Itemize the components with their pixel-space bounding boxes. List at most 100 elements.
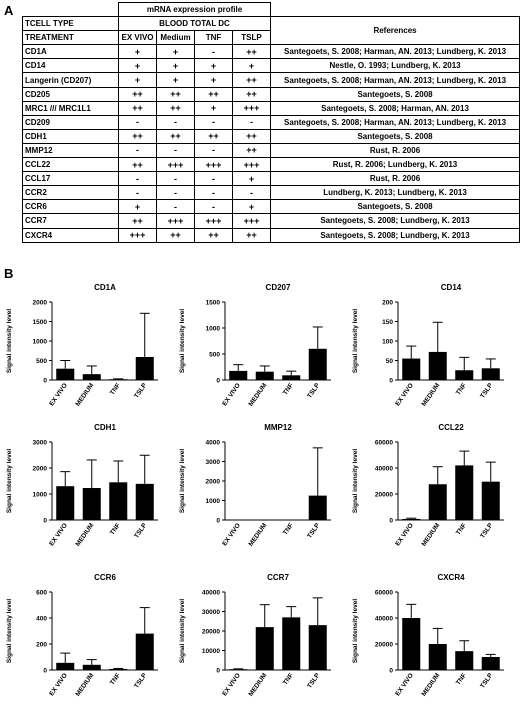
expression-level-cell: ++ [231, 44, 272, 60]
x-tick-label: TSLP [479, 382, 495, 400]
expression-level-cell: - [118, 114, 157, 130]
expression-level-cell: - [194, 142, 233, 159]
bar [455, 370, 474, 380]
expression-level-cell: + [156, 58, 195, 74]
bar [481, 368, 500, 380]
chart-title: CCL22 [438, 423, 464, 432]
y-tick-label: 3000 [206, 459, 221, 466]
gene-name-cell: MRC1 /// MRC1L1 [22, 100, 119, 116]
bar [481, 657, 500, 670]
table-header-row-2: TREATMENT EX VIVO Medium TNF TSLP [22, 30, 520, 46]
table-row: CCL22 ++ +++ +++ +++ Rust, R. 2006; Lundberg,… [22, 157, 520, 173]
reference-cell: Santegoets, S. 2008 [270, 86, 520, 102]
y-axis-label: Signal intensity level [179, 449, 186, 513]
chart-ccl22: CCL22 Signal intensity level 0 20000 40000 60… [352, 423, 504, 548]
expression-level-cell: ++ [156, 86, 195, 102]
gene-name-cell: CCL17 [22, 171, 119, 187]
x-tick-label: TSLP [133, 522, 149, 540]
bar [109, 482, 128, 520]
expression-level-cell: +++ [231, 213, 272, 229]
bar [402, 618, 421, 670]
chart-ccr6: CCR6 Signal intensity level 0 200 400 600 EX V… [6, 573, 158, 698]
bar [56, 368, 75, 380]
expression-level-cell: - [194, 114, 233, 130]
table-corner-cell [22, 2, 119, 18]
y-tick-label: 30000 [202, 609, 220, 616]
x-tick-label: MEDIUM [421, 672, 442, 698]
reference-cell: Santegoets, S. 2008 [270, 199, 520, 215]
y-tick-label: 40000 [375, 465, 393, 472]
y-tick-label: 20000 [202, 628, 220, 635]
table-row: CDH1 ++ ++ ++ ++ Santegoets, S. 2008 [22, 128, 520, 144]
y-tick-label: 20000 [375, 641, 393, 648]
expression-level-cell: ++ [118, 86, 157, 102]
bar [82, 374, 101, 380]
table-row: CCR6 + - - + Santegoets, S. 2008 [22, 199, 520, 215]
y-tick-label: 40000 [202, 589, 220, 596]
x-tick-label: MEDIUM [75, 522, 96, 548]
reference-cell: Nestle, O. 1993; Lundberg, K. 2013 [270, 58, 520, 74]
expression-level-cell: - [156, 114, 195, 130]
y-tick-label: 0 [389, 377, 393, 384]
gene-name-cell: CCR2 [22, 185, 119, 201]
bar [135, 483, 154, 520]
chart-cd207: CD207 Signal intensity level 0 500 1000 1500 E… [179, 283, 331, 408]
treatment-label: TREATMENT [22, 30, 119, 46]
reference-cell: Rust, R. 2006 [270, 142, 520, 159]
table-row: CD209- - - - Santegoets, S. 2008; Harman, AN… [22, 114, 520, 130]
bar [82, 488, 101, 520]
bar [308, 495, 327, 520]
expression-level-cell: + [194, 72, 233, 88]
expression-level-cell: ++ [156, 227, 195, 243]
y-tick-label: 4000 [206, 439, 221, 446]
references-header: References [270, 16, 520, 46]
x-tick-label: EX VIVO [394, 672, 415, 697]
table-row: CXCR4 +++ ++ ++ ++ Santegoets, S. 2008; Lundb… [22, 227, 520, 243]
y-axis-label: Signal intensity level [179, 599, 186, 663]
expression-level-cell: ++ [156, 128, 195, 144]
chart-mmp12: MMP12 Signal intensity level 0 1000 2000 3000… [179, 423, 331, 548]
expression-level-cell: +++ [231, 100, 272, 116]
bar [282, 617, 301, 670]
y-tick-label: 60000 [375, 589, 393, 596]
bar [255, 627, 274, 670]
x-tick-label: MEDIUM [248, 382, 269, 408]
bar [428, 644, 447, 670]
bar [109, 379, 128, 380]
table-header-row-1: TCELL TYPE BLOOD TOTAL DC References [22, 16, 520, 46]
x-tick-label: MEDIUM [421, 522, 442, 548]
expression-level-cell: + [156, 44, 195, 60]
y-tick-label: 600 [36, 589, 47, 596]
expression-level-cell: + [118, 58, 157, 74]
bar [135, 633, 154, 670]
expression-level-cell: + [194, 58, 233, 74]
gene-name-cell: CCR6 [22, 199, 119, 215]
reference-cell: Santegoets, S. 2008; Lundberg, K. 2013 [270, 227, 520, 243]
y-tick-label: 10000 [202, 648, 220, 655]
expression-level-cell: ++ [118, 128, 157, 144]
y-tick-label: 40000 [375, 615, 393, 622]
table-row: CCR2- - - - Lundberg, K. 2013; Lundberg, K. … [22, 185, 520, 201]
y-tick-label: 150 [382, 319, 393, 326]
expression-level-cell: - [156, 199, 195, 215]
y-tick-label: 1000 [206, 325, 221, 332]
chart-title: MMP12 [264, 423, 292, 432]
y-tick-label: 500 [36, 358, 47, 365]
gene-name-cell: MMP12 [22, 142, 119, 159]
x-tick-label: MEDIUM [248, 522, 269, 548]
y-tick-label: 500 [209, 351, 220, 358]
expression-level-cell: ++ [118, 157, 157, 173]
table-title: mRNA expression profile [117, 1, 272, 18]
expression-level-cell: + [231, 171, 272, 187]
x-tick-label: TNF [455, 672, 468, 686]
y-tick-label: 20000 [375, 491, 393, 498]
panel-label-b: B [4, 266, 14, 281]
y-tick-label: 1000 [33, 338, 48, 345]
bar [428, 351, 447, 380]
expression-level-cell: + [156, 72, 195, 88]
bar [428, 484, 447, 520]
treatment-col-ex-vivo: EX VIVO [118, 30, 157, 46]
y-axis-label: Signal intensity level [352, 309, 359, 373]
y-tick-label: 1000 [33, 491, 48, 498]
y-tick-label: 0 [43, 517, 47, 524]
